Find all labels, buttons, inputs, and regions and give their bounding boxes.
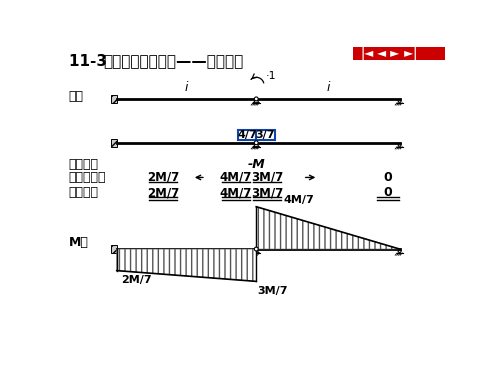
Text: ►|: ►| — [400, 47, 417, 60]
Text: 分配、传递: 分配、传递 — [68, 171, 106, 184]
Text: 4M/7: 4M/7 — [220, 171, 252, 184]
Text: 3M/7: 3M/7 — [258, 286, 288, 296]
Text: 例题: 例题 — [68, 90, 84, 103]
Text: 3M/7: 3M/7 — [251, 171, 283, 184]
Text: i: i — [326, 81, 330, 93]
Text: 4/7: 4/7 — [237, 130, 257, 141]
Text: ·1: ·1 — [266, 71, 276, 81]
Text: ►: ► — [386, 47, 400, 60]
Text: 3M/7: 3M/7 — [251, 186, 283, 200]
Text: 杆端弯矩: 杆端弯矩 — [68, 186, 98, 200]
Bar — [238, 130, 256, 141]
Bar — [110, 139, 117, 147]
Text: ◄: ◄ — [374, 47, 386, 60]
Text: 11-3: 11-3 — [68, 54, 122, 69]
Text: 4M/7: 4M/7 — [284, 195, 314, 205]
Circle shape — [254, 141, 258, 145]
Text: 3/7: 3/7 — [256, 130, 276, 141]
Text: 0: 0 — [384, 171, 392, 184]
Circle shape — [254, 247, 258, 251]
Text: 单结点的力矩分配——基本运算: 单结点的力矩分配——基本运算 — [103, 54, 243, 69]
Bar — [256, 130, 275, 141]
Text: 2M/7: 2M/7 — [147, 171, 180, 184]
Bar — [353, 47, 444, 60]
Text: 2M/7: 2M/7 — [120, 275, 151, 285]
Bar — [110, 245, 117, 253]
Polygon shape — [256, 207, 400, 249]
Text: 4M/7: 4M/7 — [220, 186, 252, 200]
Text: |◄: |◄ — [361, 47, 374, 60]
Polygon shape — [117, 249, 256, 281]
Text: -M: -M — [248, 158, 265, 171]
Bar — [110, 95, 117, 103]
Circle shape — [254, 97, 258, 101]
Text: 2M/7: 2M/7 — [147, 186, 180, 200]
Text: 固端弯矩: 固端弯矩 — [68, 158, 98, 171]
Text: 0: 0 — [384, 186, 392, 200]
Text: M图: M图 — [68, 236, 88, 249]
Text: i: i — [185, 81, 188, 93]
